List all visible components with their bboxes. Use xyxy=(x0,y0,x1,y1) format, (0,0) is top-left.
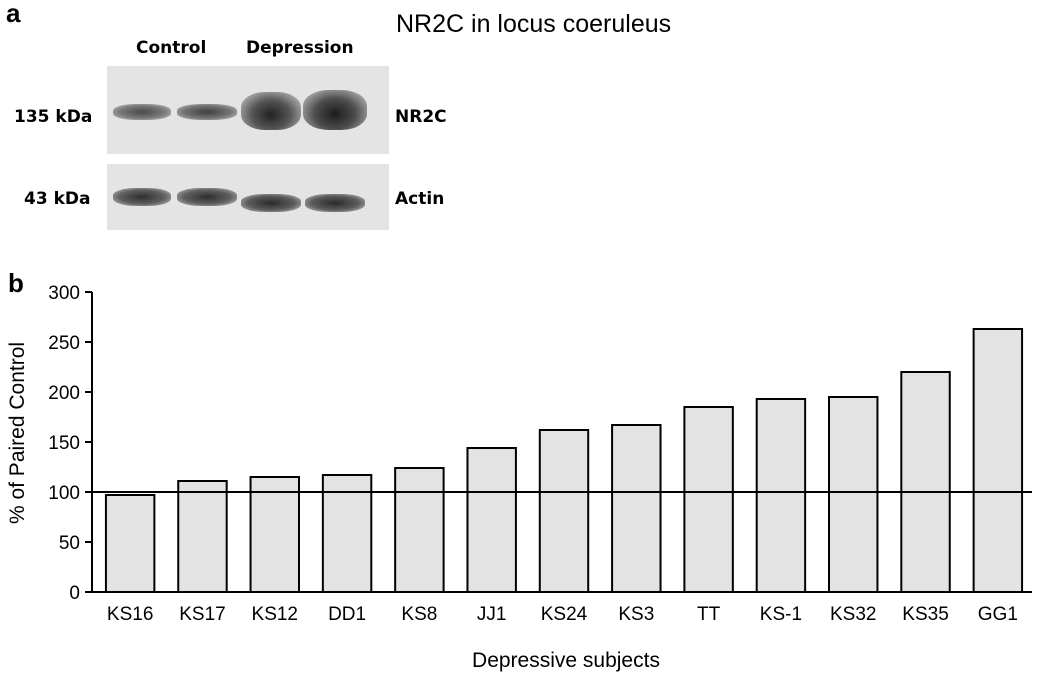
bar xyxy=(755,398,807,593)
bar xyxy=(104,494,156,593)
blot-band xyxy=(113,104,171,120)
protein-label-actin: Actin xyxy=(395,189,445,209)
y-tick-label: 200 xyxy=(48,383,80,404)
bar xyxy=(828,396,879,593)
y-axis-title: % of Paired Control xyxy=(6,342,29,524)
blot-strip-nr2c xyxy=(107,66,389,154)
bar-chart: 0 50 100 150 200 250 300 KS16 KS17 KS12 DD1 KS8 JJ1… xyxy=(6,283,1032,672)
x-tick-label: KS8 xyxy=(401,604,437,625)
blot-band xyxy=(305,194,365,212)
y-tick-label: 150 xyxy=(48,433,80,454)
bar xyxy=(466,447,517,593)
blot-band xyxy=(113,188,171,206)
x-axis-title: Depressive subjects xyxy=(472,649,660,672)
x-tick-label: KS-1 xyxy=(760,604,802,625)
y-tick-label: 300 xyxy=(48,283,80,304)
panel-a-letter: a xyxy=(6,0,21,28)
y-tick-label: 250 xyxy=(48,333,80,354)
bar xyxy=(900,371,951,593)
x-tick-label: KS16 xyxy=(107,604,153,625)
x-tick-label: GG1 xyxy=(978,604,1018,625)
y-tick-label: 100 xyxy=(48,483,80,504)
x-tick-label: KS12 xyxy=(252,604,298,625)
marker-label-43kda: 43 kDa xyxy=(24,189,91,209)
x-tick-label: TT xyxy=(697,604,721,625)
blot-title: NR2C in locus coeruleus xyxy=(396,10,672,38)
bar xyxy=(683,406,734,593)
y-tick-label: 50 xyxy=(59,533,80,554)
bar xyxy=(611,424,662,593)
blot-band xyxy=(241,92,301,130)
panel-b-letter: b xyxy=(8,268,24,298)
blot-band xyxy=(303,90,367,130)
blot-band xyxy=(177,188,237,206)
bar-series xyxy=(104,328,1024,593)
x-tick-label: KS32 xyxy=(830,604,876,625)
blot-band xyxy=(177,104,237,120)
x-tick-label: DD1 xyxy=(328,604,366,625)
x-tick-label: JJ1 xyxy=(477,604,507,625)
lane-label-control: Control xyxy=(136,38,207,58)
y-axis: 0 50 100 150 200 250 300 xyxy=(48,283,93,604)
x-tick-label: KS35 xyxy=(902,604,948,625)
bar xyxy=(177,480,228,593)
lane-label-depression: Depression xyxy=(246,38,354,58)
x-tick-label: KS24 xyxy=(541,604,588,625)
marker-label-135kda: 135 kDa xyxy=(14,107,93,127)
x-tick-label: KS3 xyxy=(618,604,654,625)
x-tick-label: KS17 xyxy=(179,604,225,625)
x-axis: KS16 KS17 KS12 DD1 KS8 JJ1 KS24 KS3 TT KS-1 KS32 KS… xyxy=(92,591,1032,625)
bar xyxy=(972,328,1024,593)
bar xyxy=(394,467,445,593)
blot-band xyxy=(241,194,301,212)
protein-label-nr2c: NR2C xyxy=(395,107,447,127)
y-tick-label: 0 xyxy=(69,583,80,604)
bar xyxy=(249,476,300,593)
bar xyxy=(538,429,590,593)
blot-strip-actin xyxy=(107,164,389,230)
